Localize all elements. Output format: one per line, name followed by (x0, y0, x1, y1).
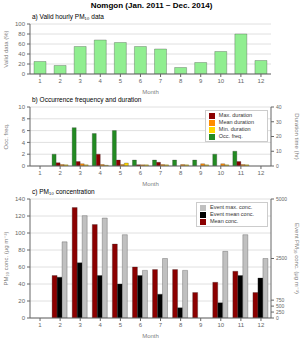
svg-text:3: 3 (79, 170, 83, 176)
svg-text:Duration time (hr): Duration time (hr) (294, 113, 295, 160)
html-text:Event mean conc.: Event mean conc. (210, 211, 254, 217)
svg-text:40: 40 (276, 104, 282, 110)
svg-text:12: 12 (258, 170, 265, 176)
svg-text:0: 0 (276, 163, 279, 169)
svg-text:9: 9 (199, 170, 203, 176)
svg-text:2500: 2500 (276, 255, 287, 261)
html-text:c) PM₁₀ concentration: c) PM₁₀ concentration (32, 188, 95, 195)
svg-text:2: 2 (58, 78, 62, 84)
svg-text:6: 6 (22, 128, 26, 134)
svg-text:750: 750 (276, 297, 285, 303)
svg-text:20: 20 (18, 298, 25, 304)
svg-text:Month: Month (142, 181, 159, 187)
svg-text:6: 6 (139, 322, 143, 328)
svg-text:1: 1 (38, 170, 42, 176)
svg-text:0: 0 (22, 71, 26, 77)
svg-text:12: 12 (258, 322, 265, 328)
svg-text:60: 60 (18, 41, 25, 47)
svg-text:6: 6 (139, 170, 143, 176)
html-text:Occ. freq.: Occ. freq. (218, 133, 243, 139)
html-text:a) Valid hourly PM₁₀ data: a) Valid hourly PM₁₀ data (32, 13, 104, 20)
svg-text:5000: 5000 (276, 196, 287, 202)
svg-text:40: 40 (18, 281, 25, 287)
svg-text:0: 0 (22, 163, 26, 169)
svg-text:20: 20 (18, 61, 25, 67)
svg-text:20: 20 (276, 133, 282, 139)
svg-text:10: 10 (276, 148, 282, 154)
svg-text:120: 120 (15, 213, 26, 219)
svg-text:10: 10 (18, 104, 25, 110)
svg-text:8: 8 (179, 78, 183, 84)
svg-text:Month: Month (142, 89, 159, 95)
svg-text:7: 7 (159, 322, 163, 328)
svg-text:2: 2 (58, 170, 62, 176)
svg-text:6: 6 (139, 78, 143, 84)
svg-text:3: 3 (79, 78, 83, 84)
svg-text:2: 2 (58, 322, 62, 328)
html-text:Event max. conc.: Event max. conc. (210, 204, 253, 210)
svg-text:11: 11 (238, 322, 245, 328)
svg-text:80: 80 (18, 31, 25, 37)
svg-text:30: 30 (276, 119, 282, 125)
svg-text:8: 8 (179, 170, 183, 176)
svg-text:2: 2 (22, 151, 26, 157)
svg-text:4: 4 (99, 78, 103, 84)
svg-text:12: 12 (258, 78, 265, 84)
svg-text:10: 10 (217, 78, 224, 84)
svg-text:4: 4 (99, 322, 103, 328)
svg-text:9: 9 (199, 78, 203, 84)
svg-text:7: 7 (159, 170, 163, 176)
svg-text:5: 5 (119, 170, 123, 176)
svg-text:0: 0 (276, 315, 279, 321)
svg-text:1: 1 (38, 78, 42, 84)
svg-text:Valid data (%): Valid data (%) (8, 30, 9, 67)
svg-text:Event PM₁₀ conc. (μg m⁻³): Event PM₁₀ conc. (μg m⁻³) (294, 223, 295, 294)
svg-text:5: 5 (119, 78, 123, 84)
svg-text:9: 9 (199, 322, 203, 328)
svg-text:140: 140 (15, 196, 26, 202)
svg-text:5: 5 (119, 322, 123, 328)
svg-text:40: 40 (18, 51, 25, 57)
svg-text:10: 10 (217, 322, 224, 328)
html-text:Min. duration: Min. duration (218, 126, 251, 132)
html-text:Mean duration: Mean duration (218, 119, 254, 125)
svg-text:80: 80 (18, 247, 25, 253)
svg-text:Occ. freq.: Occ. freq. (8, 123, 9, 149)
html-text:Mean conc.: Mean conc. (210, 218, 239, 224)
svg-text:4: 4 (22, 140, 26, 146)
svg-text:PM₁₀ conc. (μg m⁻³): PM₁₀ conc. (μg m⁻³) (8, 232, 9, 286)
svg-text:7: 7 (159, 78, 163, 84)
svg-text:8: 8 (22, 116, 26, 122)
svg-text:0: 0 (22, 315, 26, 321)
svg-text:4: 4 (99, 170, 103, 176)
svg-text:10: 10 (217, 170, 224, 176)
html-text:Nomgon (Jan. 2011 ~ Dec. 2014): Nomgon (Jan. 2011 ~ Dec. 2014) (90, 1, 213, 10)
svg-text:500: 500 (276, 303, 285, 309)
svg-text:3: 3 (79, 322, 83, 328)
svg-text:100: 100 (15, 21, 26, 27)
html-text:b) Occurrence frequency and du: b) Occurrence frequency and duration (32, 96, 142, 103)
svg-text:11: 11 (238, 78, 245, 84)
svg-text:100: 100 (15, 230, 26, 236)
html-text:Max. duration: Max. duration (218, 112, 253, 118)
svg-text:1: 1 (38, 322, 42, 328)
svg-text:250: 250 (276, 309, 285, 315)
svg-text:11: 11 (238, 170, 245, 176)
svg-text:60: 60 (18, 264, 25, 270)
svg-text:8: 8 (179, 322, 183, 328)
svg-text:Month: Month (142, 333, 159, 339)
